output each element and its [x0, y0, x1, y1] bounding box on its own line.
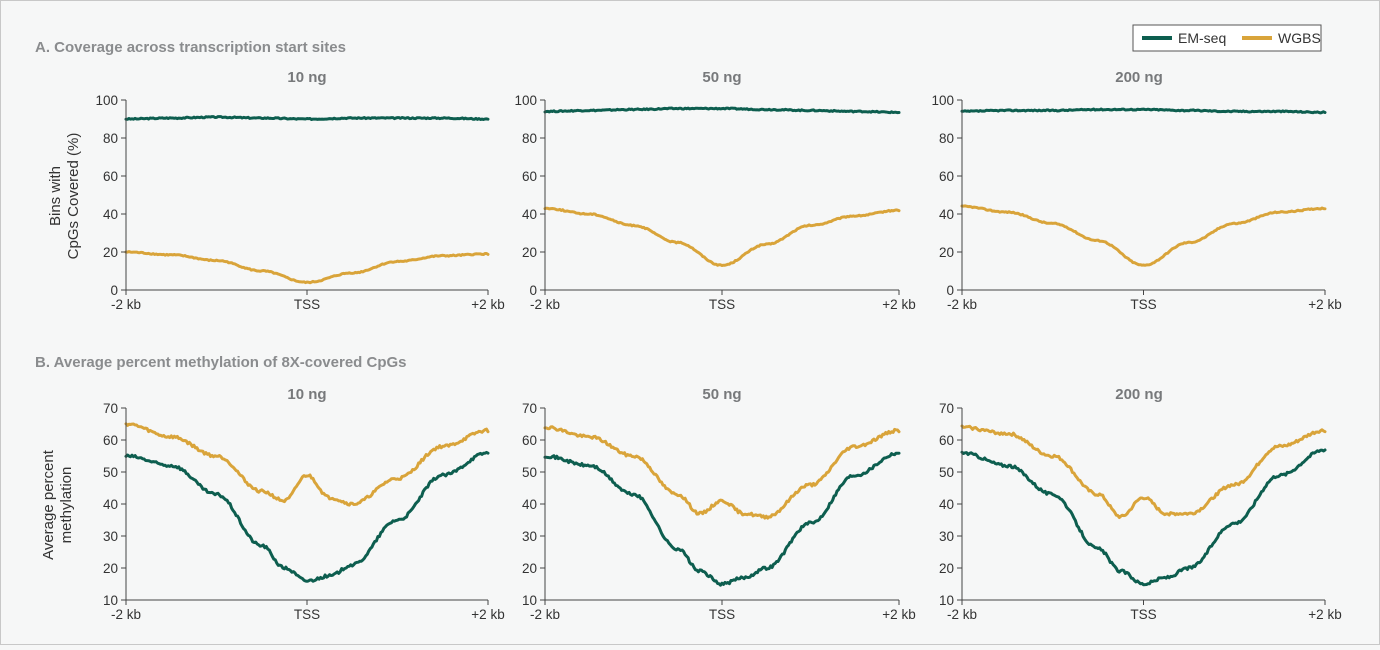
panel-a3-ytick-label-0: 0: [946, 283, 954, 298]
panel-b3-ytick-label-10: 10: [939, 593, 954, 608]
panel-b3: 10 20 30 40 50 60 70 -2 kb TSS +2 kb: [939, 401, 1342, 622]
panel-b1: 10 20 30 40 50 60 70 -2 kb TSS +2 kb: [103, 401, 505, 622]
panel-a1-xtick-label-1: TSS: [294, 297, 320, 312]
panel-a3-ytick-label-100: 100: [931, 93, 954, 108]
panel-a1-title: 10 ng: [287, 69, 326, 86]
panel-b2-ytick-label-30: 30: [522, 529, 537, 544]
panel-b2-xtick-label-2: +2 kb: [882, 607, 915, 622]
panel-a3-series-wgbs: [960, 204, 1327, 267]
panel-b2-series-wgbs: [543, 425, 901, 520]
panel-b1-series-wgbs: [124, 422, 490, 507]
panel-b1-xtick-label-1: TSS: [294, 607, 320, 622]
panel-a2-ytick-label-60: 60: [522, 169, 537, 184]
panel-a1-ytick-label-100: 100: [95, 93, 118, 108]
section-a-ylabel-line-1: Bins with: [47, 166, 64, 226]
panel-a2-ytick-label-100: 100: [514, 93, 537, 108]
panel-a3-xtick-label-1: TSS: [1130, 297, 1156, 312]
panel-a3-title: 200 ng: [1115, 69, 1163, 86]
panel-b3-series-wgbs: [960, 424, 1327, 519]
panel-b2: 10 20 30 40 50 60 70 -2 kb TSS +2 kb: [522, 401, 916, 622]
panel-b3-ytick-label-60: 60: [939, 433, 954, 448]
legend-label-emseq: EM-seq: [1178, 30, 1226, 46]
legend: EM-seq WGBS: [1132, 24, 1322, 52]
panel-a3-xtick-label-2: +2 kb: [1308, 297, 1341, 312]
panel-b3-xtick-label-2: +2 kb: [1308, 607, 1341, 622]
panel-b3-series-emseq: [960, 448, 1327, 587]
panel-a2-title: 50 ng: [702, 69, 741, 86]
panel-a2-series-wgbs: [543, 206, 901, 267]
panel-b1-series-emseq: [124, 450, 490, 583]
section-b-title: B. Average percent methylation of 8X-cov…: [35, 354, 407, 371]
panel-a1: 0 20 40 60 80 100 -2 kb TSS +2 kb: [95, 93, 504, 312]
panel-a3-xtick-label-0: -2 kb: [947, 297, 977, 312]
panel-a2-ytick-label-20: 20: [522, 245, 537, 260]
panel-a2-xtick-label-1: TSS: [709, 297, 735, 312]
panel-a1-ytick-label-20: 20: [103, 245, 118, 260]
panel-b2-xtick-label-0: -2 kb: [530, 607, 560, 622]
panel-b3-ytick-label-50: 50: [939, 465, 954, 480]
panel-b1-ytick-label-40: 40: [103, 497, 118, 512]
panel-b2-ytick-label-10: 10: [522, 593, 537, 608]
section-b-ylabel-line-2: methylation: [58, 467, 75, 544]
panel-a3-ytick-label-60: 60: [939, 169, 954, 184]
panel-b3-xtick-label-1: TSS: [1130, 607, 1156, 622]
panel-b2-ytick-label-60: 60: [522, 433, 537, 448]
panel-a2-series-emseq: [543, 106, 901, 115]
panel-b1-ytick-label-50: 50: [103, 465, 118, 480]
panel-b3-xtick-label-0: -2 kb: [947, 607, 977, 622]
panel-b2-ytick-label-40: 40: [522, 497, 537, 512]
panel-b2-ytick-label-70: 70: [522, 401, 537, 416]
panel-a3-ytick-label-80: 80: [939, 131, 954, 146]
panel-a2: 0 20 40 60 80 100 -2 kb TSS +2 kb: [514, 93, 915, 312]
panel-b1-ytick-label-60: 60: [103, 433, 118, 448]
panel-a1-xtick-label-0: -2 kb: [111, 297, 141, 312]
panel-b1-ytick-label-70: 70: [103, 401, 118, 416]
panel-a3: 0 20 40 60 80 100 -2 kb TSS +2 kb: [931, 93, 1341, 312]
panel-a3-series-emseq: [960, 107, 1327, 115]
legend-label-wgbs: WGBS: [1278, 30, 1321, 46]
panel-b1-xtick-label-0: -2 kb: [111, 607, 141, 622]
section-a-title: A. Coverage across transcription start s…: [35, 39, 346, 56]
section-a-ylabel-line-2: CpGs Covered (%): [65, 133, 82, 260]
panel-b2-title: 50 ng: [702, 386, 741, 403]
panel-a1-series-emseq: [124, 115, 490, 121]
section-b-ylabel-line-1: Average percent: [40, 449, 57, 560]
panel-b1-xtick-label-2: +2 kb: [471, 607, 504, 622]
panel-b3-ytick-label-40: 40: [939, 497, 954, 512]
panel-b1-ytick-label-20: 20: [103, 561, 118, 576]
panel-b3-ytick-label-30: 30: [939, 529, 954, 544]
panel-a3-ytick-label-40: 40: [939, 207, 954, 222]
panel-b2-xtick-label-1: TSS: [709, 607, 735, 622]
panel-a2-xtick-label-0: -2 kb: [530, 297, 560, 312]
panel-a1-ytick-label-0: 0: [110, 283, 118, 298]
panel-b2-ytick-label-20: 20: [522, 561, 537, 576]
panel-b1-ytick-label-10: 10: [103, 593, 118, 608]
panel-a1-xtick-label-2: +2 kb: [471, 297, 504, 312]
panel-a2-ytick-label-80: 80: [522, 131, 537, 146]
panel-b3-ytick-label-70: 70: [939, 401, 954, 416]
panel-a3-ytick-label-20: 20: [939, 245, 954, 260]
panel-a1-ytick-label-40: 40: [103, 207, 118, 222]
panel-b2-series-emseq: [543, 451, 901, 587]
panel-a1-series-wgbs: [124, 250, 490, 285]
panel-b1-ytick-label-30: 30: [103, 529, 118, 544]
panel-a2-xtick-label-2: +2 kb: [882, 297, 915, 312]
panel-b3-title: 200 ng: [1115, 386, 1163, 403]
panel-b1-title: 10 ng: [287, 386, 326, 403]
panel-b3-ytick-label-20: 20: [939, 561, 954, 576]
panel-b2-ytick-label-50: 50: [522, 465, 537, 480]
panel-a2-ytick-label-0: 0: [529, 283, 537, 298]
panel-a2-ytick-label-40: 40: [522, 207, 537, 222]
panel-a1-ytick-label-80: 80: [103, 131, 118, 146]
panel-a1-ytick-label-60: 60: [103, 169, 118, 184]
